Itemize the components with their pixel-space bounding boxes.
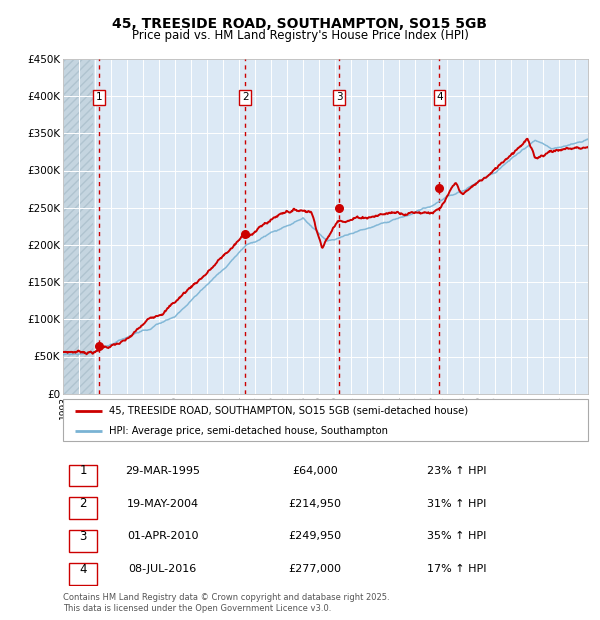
Text: 45, TREESIDE ROAD, SOUTHAMPTON, SO15 5GB: 45, TREESIDE ROAD, SOUTHAMPTON, SO15 5GB: [113, 17, 487, 30]
Text: 4: 4: [436, 92, 443, 102]
Text: Price paid vs. HM Land Registry's House Price Index (HPI): Price paid vs. HM Land Registry's House …: [131, 29, 469, 42]
Text: 01-APR-2010: 01-APR-2010: [127, 531, 199, 541]
Text: 1: 1: [95, 92, 102, 102]
Text: 19-MAY-2004: 19-MAY-2004: [127, 498, 199, 508]
Text: 35% ↑ HPI: 35% ↑ HPI: [427, 531, 487, 541]
Bar: [70, 464, 97, 486]
Text: This data is licensed under the Open Government Licence v3.0.: This data is licensed under the Open Gov…: [63, 604, 331, 613]
Text: Contains HM Land Registry data © Crown copyright and database right 2025.: Contains HM Land Registry data © Crown c…: [63, 593, 389, 602]
Text: 3: 3: [336, 92, 343, 102]
Text: £277,000: £277,000: [289, 564, 341, 574]
Bar: [63, 59, 92, 394]
Text: 45, TREESIDE ROAD, SOUTHAMPTON, SO15 5GB (semi-detached house): 45, TREESIDE ROAD, SOUTHAMPTON, SO15 5GB…: [109, 405, 469, 415]
Text: 17% ↑ HPI: 17% ↑ HPI: [427, 564, 487, 574]
Text: 23% ↑ HPI: 23% ↑ HPI: [427, 466, 487, 476]
Bar: [70, 497, 97, 519]
Text: £214,950: £214,950: [289, 498, 341, 508]
Text: £64,000: £64,000: [292, 466, 338, 476]
Text: £249,950: £249,950: [289, 531, 341, 541]
Text: 3: 3: [79, 530, 86, 543]
Bar: [70, 563, 97, 585]
Bar: [63, 59, 92, 394]
Text: 2: 2: [242, 92, 248, 102]
Text: 1: 1: [79, 464, 87, 477]
Text: 08-JUL-2016: 08-JUL-2016: [128, 564, 197, 574]
Text: 29-MAR-1995: 29-MAR-1995: [125, 466, 200, 476]
Text: HPI: Average price, semi-detached house, Southampton: HPI: Average price, semi-detached house,…: [109, 426, 388, 436]
Text: 31% ↑ HPI: 31% ↑ HPI: [427, 498, 487, 508]
Bar: [70, 530, 97, 552]
Text: 4: 4: [79, 563, 87, 575]
Text: 2: 2: [79, 497, 87, 510]
